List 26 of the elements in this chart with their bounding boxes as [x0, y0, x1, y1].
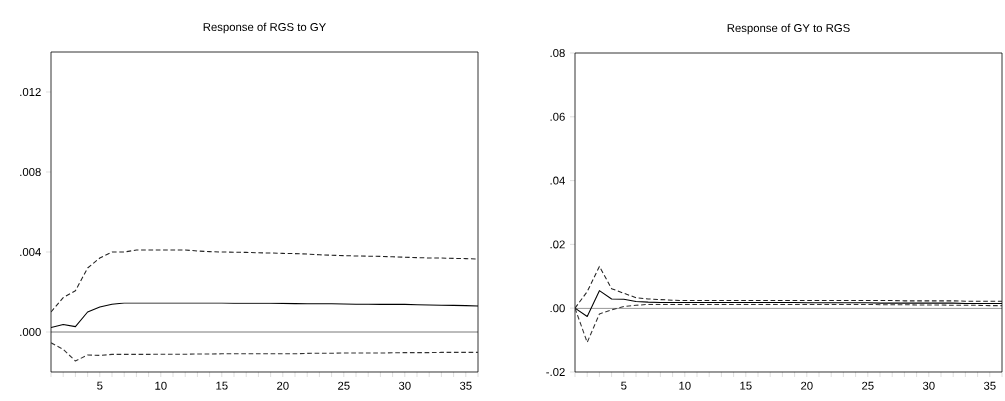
x-tick-label: 20: [801, 381, 813, 390]
x-tick-label: 25: [862, 381, 874, 390]
x-tick-label: 5: [97, 381, 103, 390]
x-tick-label: 10: [155, 381, 167, 390]
x-tick-label: 20: [277, 381, 289, 390]
y-tick-label: .004: [20, 248, 41, 257]
y-tick-label: .04: [550, 176, 565, 185]
y-tick-label: .02: [550, 240, 565, 249]
x-tick-label: 35: [459, 381, 472, 390]
x-tick-label: 10: [679, 381, 691, 390]
y-tick-label: -.02: [546, 368, 565, 377]
x-tick-label: 30: [922, 381, 935, 390]
x-tick-label: 5: [621, 381, 627, 390]
x-tick-label: 15: [740, 381, 752, 390]
y-tick-label: .012: [20, 88, 41, 97]
x-tick-label: 35: [983, 381, 996, 390]
y-tick-label: .06: [550, 112, 565, 121]
y-tick-label: .000: [20, 328, 41, 337]
y-tick-label: .00: [550, 304, 565, 313]
chart-title: Response of RGS to GY: [203, 22, 326, 34]
y-tick-label: .08: [550, 49, 565, 58]
x-tick-label: 15: [216, 381, 228, 390]
x-tick-label: 30: [398, 381, 411, 390]
x-tick-label: 25: [338, 381, 350, 390]
chart-title: Response of GY to RGS: [727, 23, 850, 35]
y-tick-label: .008: [20, 168, 41, 177]
